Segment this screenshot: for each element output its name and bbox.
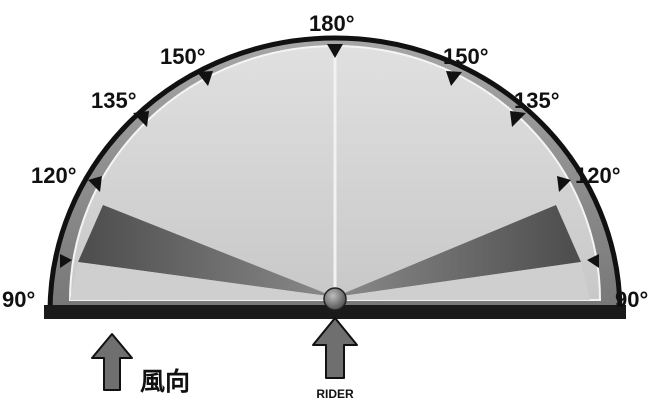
label-left-135: 135° [91, 88, 137, 113]
lower-band [70, 262, 590, 300]
wind-arrow-icon [91, 333, 133, 391]
tick-left-150-icon [197, 71, 213, 86]
label-left-120: 120° [31, 163, 77, 188]
tick-right-120-icon [557, 176, 571, 192]
right-dark-wedge [335, 205, 581, 297]
label-right-150: 150° [443, 44, 489, 69]
left-dark-wedge [78, 205, 335, 297]
tick-right-150-icon [446, 71, 462, 86]
tick-180-icon [327, 44, 343, 58]
rider-hub [323, 287, 347, 311]
label-left-150: 150° [160, 44, 206, 69]
base-bar [44, 305, 626, 319]
tick-left-135-icon [133, 111, 149, 127]
tick-right-90-icon [587, 254, 599, 268]
tick-left-90-icon [60, 254, 72, 268]
label-right-90: 90° [615, 287, 648, 312]
label-right-120: 120° [575, 163, 621, 188]
rider-label: RIDER [316, 387, 354, 401]
rider-arrow-icon [312, 317, 358, 379]
wind-direction-label: 風向 [140, 367, 190, 396]
label-right-135: 135° [514, 88, 560, 113]
label-180: 180° [309, 11, 355, 36]
tick-right-135-icon [510, 111, 526, 127]
tick-left-120-icon [88, 176, 102, 192]
label-left-90: 90° [2, 287, 35, 312]
